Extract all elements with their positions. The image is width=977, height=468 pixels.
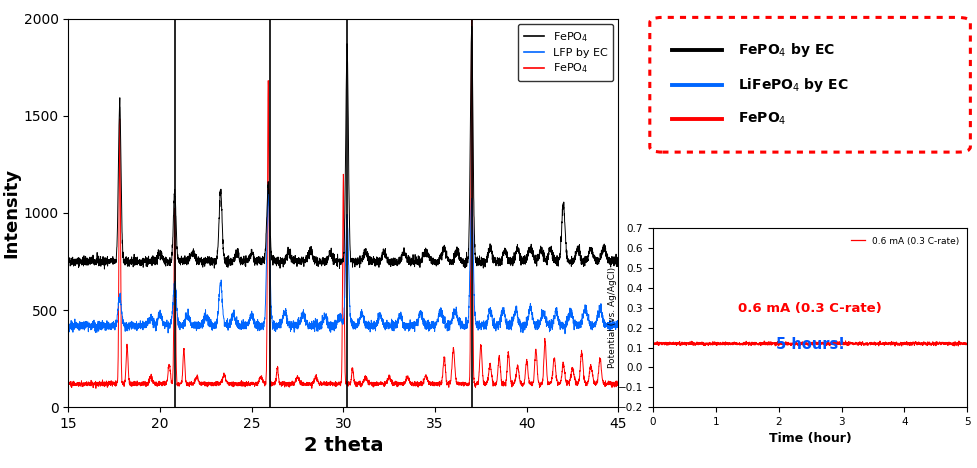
X-axis label: 2 theta: 2 theta [304, 437, 383, 455]
Text: 0.6 mA (0.3 C-rate): 0.6 mA (0.3 C-rate) [739, 302, 882, 315]
Y-axis label: Potential (vs. Ag/AgCl): Potential (vs. Ag/AgCl) [608, 267, 616, 368]
Y-axis label: Intensity: Intensity [3, 168, 21, 258]
Text: LiFePO$_4$ by EC: LiFePO$_4$ by EC [738, 76, 848, 94]
X-axis label: Time (hour): Time (hour) [769, 432, 852, 446]
Text: FePO$_4$: FePO$_4$ [738, 111, 786, 127]
FancyBboxPatch shape [650, 17, 970, 152]
Text: 5 hours!: 5 hours! [776, 337, 844, 352]
Text: FePO$_4$ by EC: FePO$_4$ by EC [738, 41, 835, 59]
Legend: FePO$_4$, LFP by EC, FePO$_4$: FePO$_4$, LFP by EC, FePO$_4$ [518, 24, 613, 81]
Legend: 0.6 mA (0.3 C-rate): 0.6 mA (0.3 C-rate) [847, 233, 962, 249]
